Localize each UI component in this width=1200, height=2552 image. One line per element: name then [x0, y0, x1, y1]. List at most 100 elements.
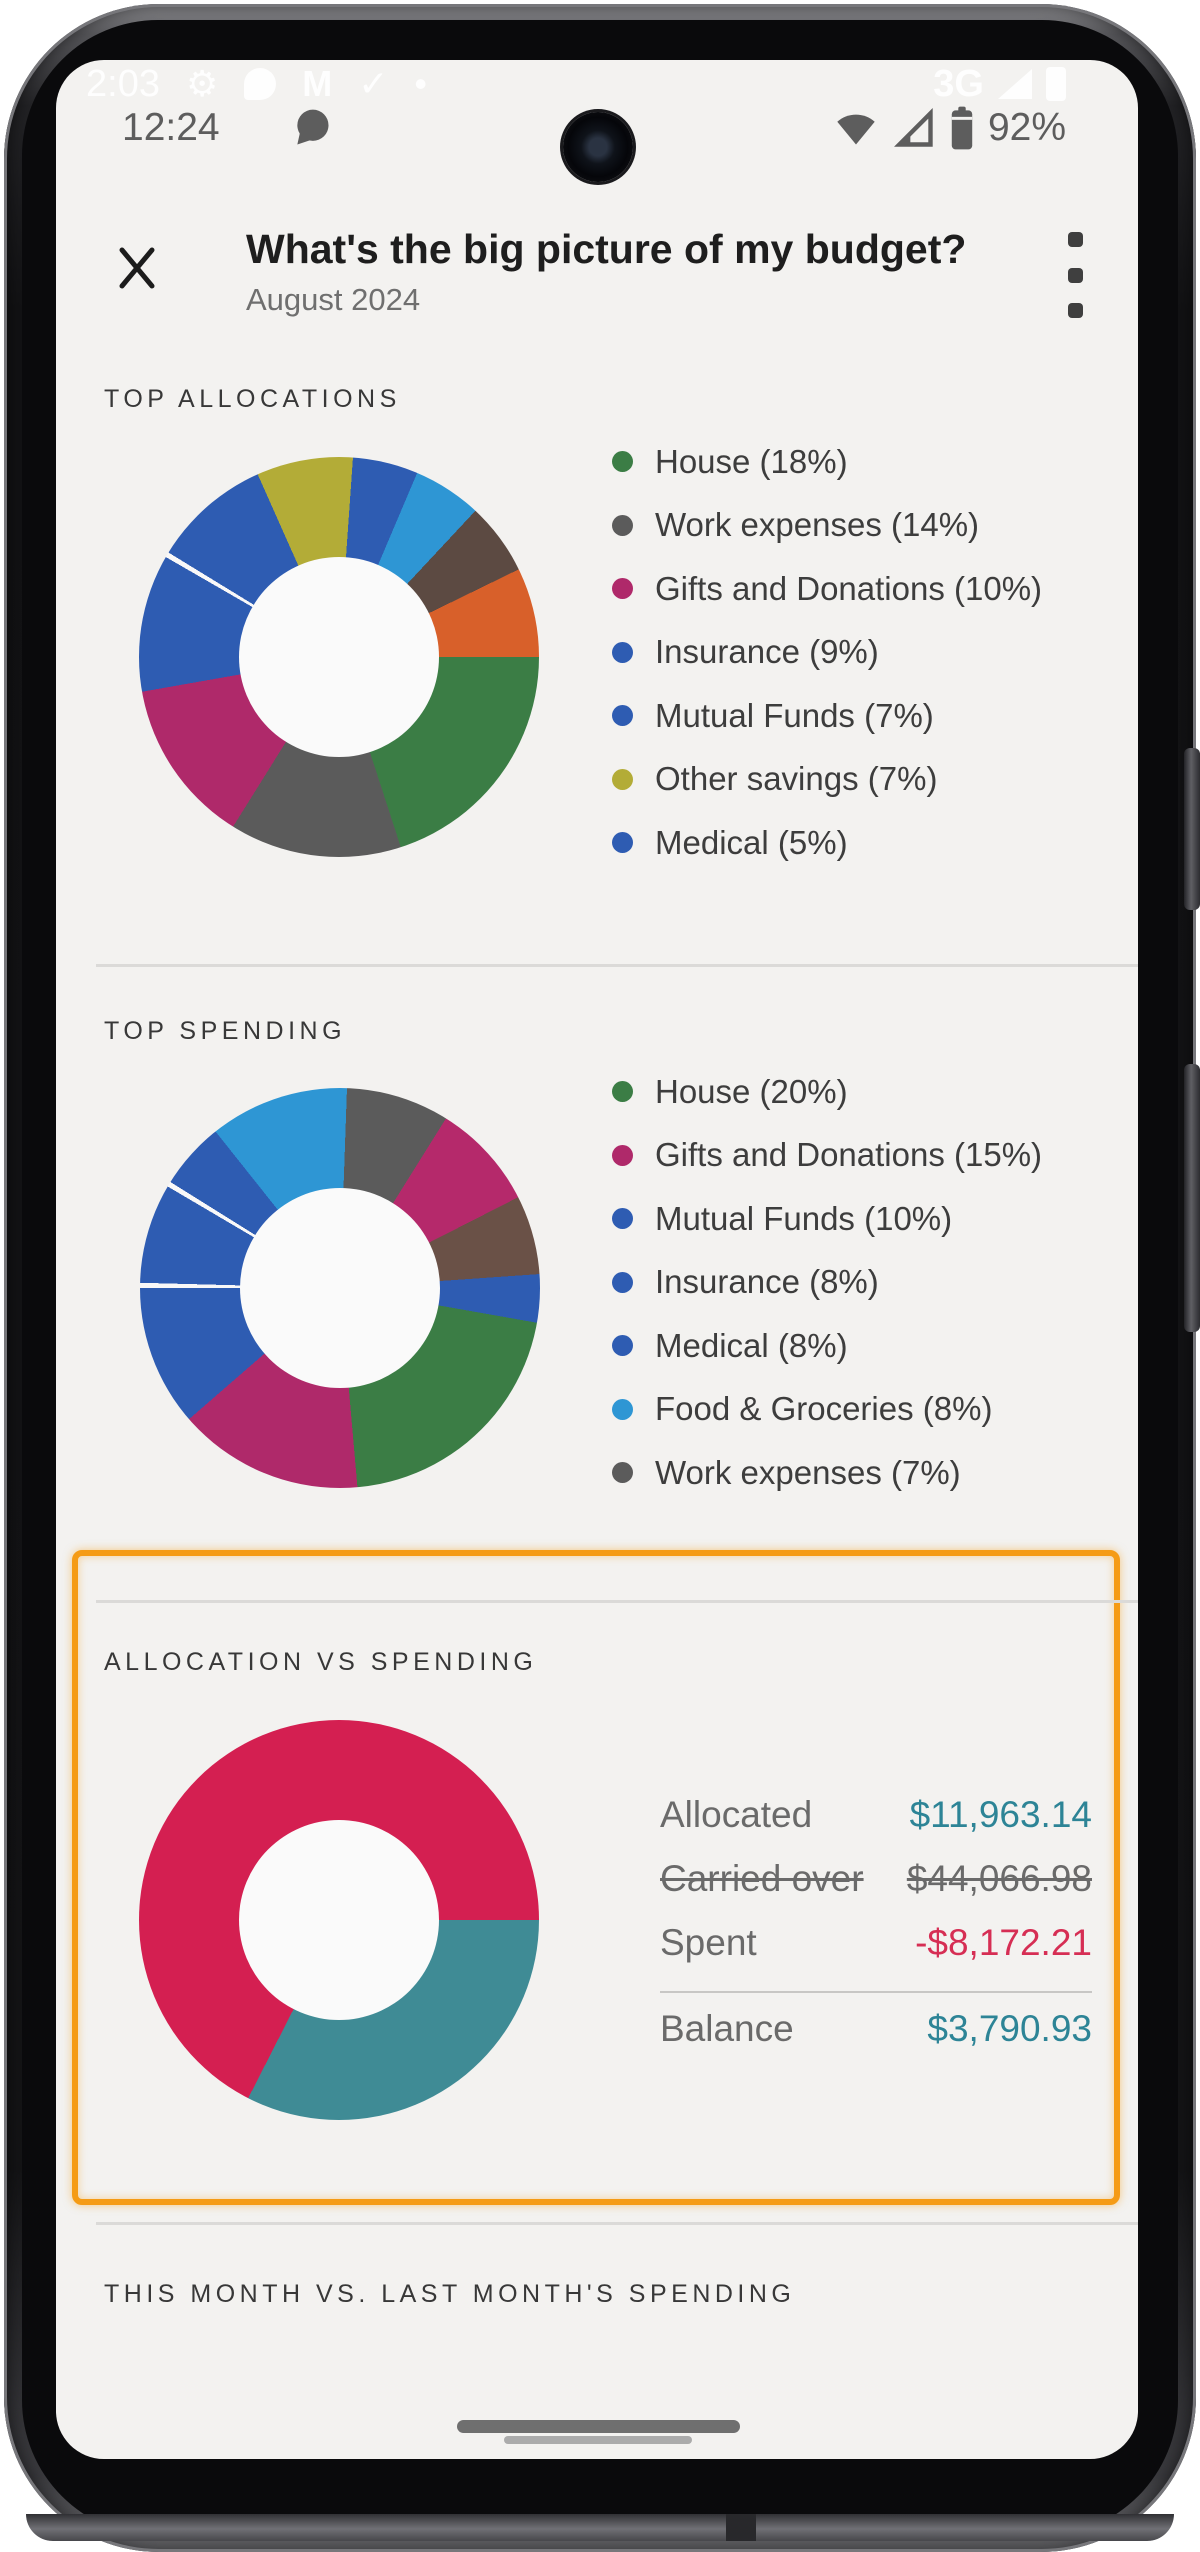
- legend-item: Insurance (9%): [612, 621, 1112, 685]
- legend-label: Gifts and Donations (15%): [655, 1136, 1043, 1174]
- legend-label: Other savings (7%): [655, 760, 938, 798]
- page-subtitle: August 2024: [246, 282, 421, 318]
- clock: 12:24: [122, 106, 220, 149]
- phone-screen: 2:03 ⚙ M ✓ • 3G 12:24 92%: [56, 60, 1138, 2459]
- legend-item: Gifts and Donations (15%): [612, 1124, 1112, 1188]
- legend-item: Other savings (7%): [612, 748, 1112, 812]
- highlight-annotation-box: [72, 1550, 1120, 2205]
- summary-value: $11,963.14: [909, 1794, 1092, 1835]
- donut-hole: [239, 1820, 439, 2020]
- battery-icon: [951, 106, 973, 150]
- legend-color-dot: [612, 705, 633, 727]
- front-camera: [563, 112, 633, 182]
- section-title-top-spending: TOP SPENDING: [104, 1017, 347, 1045]
- legend-item: House (20%): [612, 1060, 1112, 1124]
- legend-label: Mutual Funds (10%): [655, 1199, 953, 1237]
- donut-chart-top-spending: [140, 1088, 540, 1488]
- summary-row: Allocated $11,963.14: [660, 1783, 1092, 1847]
- ghost-network-type: 3G: [933, 62, 984, 105]
- legend-color-dot: [612, 1335, 633, 1357]
- antenna-notch: [726, 2514, 756, 2541]
- legend-color-dot: [612, 832, 633, 854]
- legend-label: Insurance (8%): [655, 1263, 879, 1301]
- gmail-icon: M: [302, 63, 333, 104]
- legend-label: Mutual Funds (7%): [655, 696, 934, 734]
- battery-percent: 92%: [987, 106, 1066, 149]
- legend-top-spending: House (20%) Gifts and Donations (15%) Mutu…: [612, 1060, 1112, 1505]
- section-divider: [96, 1600, 1138, 1603]
- donut-hole: [240, 1188, 440, 1388]
- section-title-allocation-vs-spending: ALLOCATION VS SPENDING: [104, 1648, 538, 1676]
- summary-label: Carried over: [660, 1858, 864, 1899]
- kebab-dot: [1067, 232, 1083, 247]
- legend-color-dot: [612, 1208, 633, 1230]
- legend-item: Work expenses (14%): [612, 494, 1112, 558]
- legend-item: Medical (8%): [612, 1314, 1112, 1378]
- legend-label: Work expenses (7%): [655, 1453, 961, 1491]
- legend-item: Mutual Funds (10%): [612, 1187, 1112, 1251]
- donut-chart-top-allocations: [139, 457, 539, 857]
- wifi-icon: [837, 114, 875, 145]
- legend-label: Gifts and Donations (10%): [655, 569, 1043, 607]
- ghost-clock: 2:03: [86, 62, 160, 105]
- legend-color-dot: [612, 1271, 633, 1293]
- summary-label: Balance: [660, 2008, 794, 2049]
- status-bar-right: 92%: [833, 104, 1066, 152]
- legend-label: Insurance (9%): [655, 633, 879, 671]
- ghost-status-left: 2:03 ⚙ M ✓ •: [86, 62, 427, 106]
- battery-icon: [1046, 67, 1066, 101]
- legend-label: House (18%): [655, 442, 848, 480]
- legend-color-dot: [612, 1398, 633, 1420]
- donut-hole: [239, 557, 439, 757]
- section-divider: [96, 2222, 1138, 2225]
- notification-dot-icon: •: [414, 63, 428, 104]
- legend-label: Work expenses (14%): [655, 506, 980, 544]
- summary-value: $3,790.93: [927, 2008, 1092, 2049]
- home-indicator[interactable]: [457, 2420, 740, 2433]
- section-divider: [96, 964, 1138, 967]
- section-title-month-vs-month: THIS MONTH VS. LAST MONTH'S SPENDING: [104, 2280, 796, 2308]
- legend-label: Food & Groceries (8%): [655, 1390, 993, 1428]
- chat-bubble-icon: [296, 109, 329, 145]
- legend-item: Mutual Funds (7%): [612, 684, 1112, 748]
- page-title: What's the big picture of my budget?: [246, 226, 967, 272]
- legend-color-dot: [612, 1462, 633, 1484]
- section-title-top-allocations: TOP ALLOCATIONS: [104, 385, 401, 413]
- kebab-dot: [1067, 267, 1083, 283]
- gear-icon: ⚙: [185, 63, 219, 104]
- summary-row: Spent -$8,172.21: [660, 1911, 1092, 1975]
- allocation-summary-table: Allocated $11,963.14 Carried over $44,066.9…: [660, 1783, 1092, 2055]
- legend-color-dot: [612, 578, 633, 600]
- donut-chart-allocation-vs-spending: [139, 1720, 539, 2120]
- summary-label: Spent: [660, 1922, 757, 1963]
- volume-button[interactable]: [1184, 1064, 1200, 1332]
- ghost-status-right: 3G: [933, 62, 1066, 106]
- check-circle-icon: ✓: [358, 63, 389, 104]
- legend-item: Food & Groceries (8%): [612, 1378, 1112, 1442]
- legend-color-dot: [612, 768, 633, 790]
- header: What's the big picture of my budget? Aug…: [246, 224, 1076, 318]
- cell-signal-icon: [893, 108, 933, 147]
- legend-item: House (18%): [612, 430, 1112, 494]
- legend-item: Gifts and Donations (10%): [612, 557, 1112, 621]
- legend-color-dot: [612, 641, 633, 663]
- legend-color-dot: [612, 451, 633, 473]
- legend-item: Work expenses (7%): [612, 1441, 1112, 1505]
- legend-color-dot: [612, 514, 633, 536]
- status-bar-left: 12:24: [122, 104, 334, 152]
- legend-top-allocations: House (18%) Work expenses (14%) Gifts and …: [612, 430, 1112, 875]
- legend-label: Medical (5%): [655, 823, 848, 861]
- legend-color-dot: [612, 1081, 633, 1103]
- legend-item: Insurance (8%): [612, 1251, 1112, 1315]
- summary-row: Carried over $44,066.98: [660, 1847, 1092, 1911]
- summary-value: -$8,172.21: [915, 1922, 1092, 1963]
- summary-value: $44,066.98: [906, 1858, 1092, 1899]
- legend-label: House (20%): [655, 1072, 848, 1110]
- legend-label: Medical (8%): [655, 1326, 848, 1364]
- close-icon[interactable]: [112, 242, 162, 292]
- power-button[interactable]: [1184, 748, 1200, 910]
- summary-row: Balance $3,790.93: [660, 1991, 1092, 2055]
- summary-label: Allocated: [660, 1794, 813, 1835]
- overflow-menu-button[interactable]: [1055, 232, 1095, 318]
- bottom-rail: [26, 2514, 1174, 2541]
